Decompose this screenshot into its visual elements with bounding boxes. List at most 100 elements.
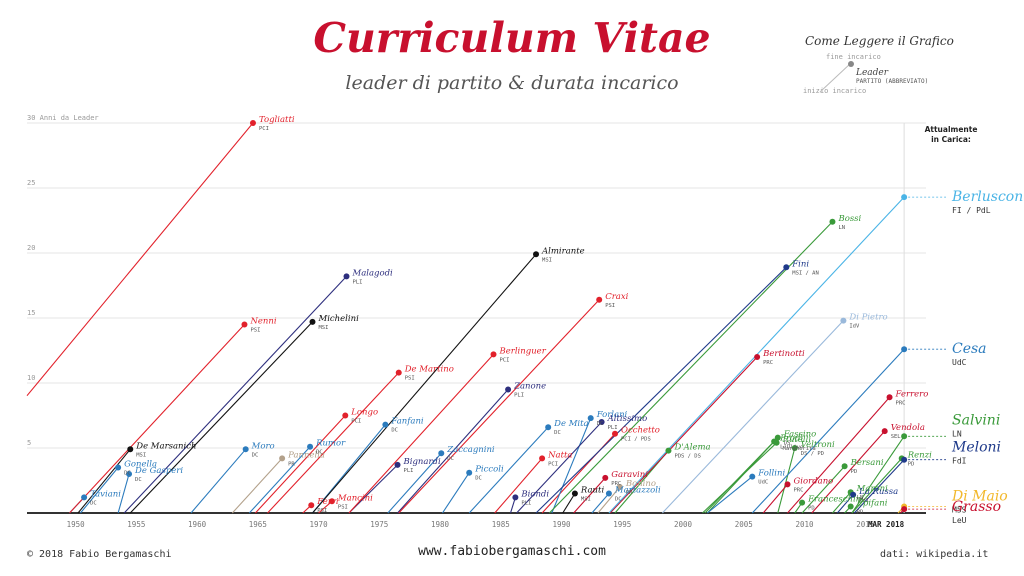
leader-name: Bignardi [403, 457, 441, 467]
leader-party: PSI [605, 303, 615, 309]
leader-party: PD [808, 506, 815, 512]
leader-party: PSI [405, 376, 415, 382]
chart-title: Curriculum Vitae [313, 14, 711, 62]
leader-line [442, 472, 470, 514]
leader-line [777, 447, 796, 514]
leader-dot[interactable] [328, 498, 335, 505]
leader-dot[interactable] [886, 394, 893, 401]
x-tick-label: 1955 [127, 520, 145, 529]
leader-dot[interactable] [773, 439, 780, 446]
leader-dot[interactable] [394, 461, 401, 468]
legend-graphic [819, 61, 854, 93]
leader-dot[interactable] [605, 490, 612, 497]
leader-dot[interactable] [783, 264, 790, 271]
leader-dot[interactable] [850, 491, 857, 498]
leader-dot[interactable] [81, 494, 88, 501]
leader-party: MSI [136, 452, 146, 458]
leader-party: DC [90, 500, 97, 506]
leader-line [80, 467, 119, 514]
leader-party: PR [626, 490, 633, 496]
leader-dot[interactable] [611, 430, 618, 437]
leader-dot[interactable] [343, 273, 350, 280]
leader-name: Bersani [850, 458, 884, 468]
legend-dot [848, 61, 854, 67]
leader-line [811, 430, 886, 514]
leader-dot[interactable] [901, 456, 908, 463]
leader-dot[interactable] [598, 419, 605, 425]
leader-line [348, 354, 494, 514]
legend-line [819, 62, 852, 93]
leader-dot[interactable] [533, 251, 540, 258]
leader-dots [81, 120, 908, 513]
leader-dot[interactable] [307, 443, 314, 450]
leader-dot[interactable] [571, 490, 578, 497]
leader-name: Zaccagnini [446, 445, 495, 455]
leader-dot[interactable] [249, 120, 256, 126]
leader-name: De Marsanich [135, 441, 196, 451]
leader-line [801, 465, 846, 514]
leader-dot[interactable] [829, 218, 836, 225]
leader-dot[interactable] [539, 455, 546, 462]
leader-dot[interactable] [774, 434, 781, 441]
leader-line [129, 321, 313, 514]
leader-dot[interactable] [342, 412, 349, 419]
leader-party: PSI [338, 504, 348, 510]
leader-dot[interactable] [512, 494, 519, 501]
leader-dot[interactable] [881, 428, 888, 435]
leader-dot[interactable] [587, 415, 594, 422]
leader-dot[interactable] [242, 446, 249, 453]
leader-party: LN [857, 495, 864, 501]
current-header-2: in Carica: [931, 135, 971, 144]
leader-dot[interactable] [466, 469, 473, 476]
current-leader-name: Di Maio [951, 489, 1008, 505]
leader-name: De Mita [553, 419, 588, 429]
leader-dot[interactable] [901, 346, 908, 353]
leader-dot[interactable] [309, 318, 316, 325]
leader-dot[interactable] [505, 386, 512, 393]
leader-dot[interactable] [382, 421, 389, 428]
leader-line [248, 446, 311, 514]
leader-dot[interactable] [841, 463, 848, 470]
leader-dot[interactable] [438, 450, 445, 457]
leader-dot[interactable] [596, 296, 603, 303]
leader-lines [26, 122, 905, 514]
leader-dot[interactable] [115, 464, 122, 471]
leader-party: DC [615, 497, 622, 503]
leader-party: PLI [353, 279, 363, 285]
current-leader-party: FdI [952, 457, 967, 466]
y-tick-label: 20 [27, 244, 35, 252]
leader-dot[interactable] [784, 481, 791, 488]
leader-dot[interactable] [126, 471, 133, 477]
leader-party: IdV [849, 324, 860, 330]
leader-dot[interactable] [602, 474, 609, 481]
leader-line [468, 426, 549, 514]
leader-dot[interactable] [490, 351, 497, 358]
leader-line [397, 389, 509, 514]
leader-dot[interactable] [395, 369, 402, 376]
leader-dot[interactable] [840, 317, 847, 324]
leader-dot[interactable] [847, 503, 854, 510]
leader-line [751, 348, 905, 514]
leader-dot[interactable] [616, 484, 623, 490]
leader-dot[interactable] [241, 321, 248, 328]
leader-dot[interactable] [308, 502, 315, 509]
leader-dot[interactable] [791, 445, 798, 451]
website-link[interactable]: www.fabiobergamaschi.com [418, 544, 606, 559]
leader-line [77, 448, 131, 514]
leader-dot[interactable] [901, 194, 908, 201]
leader-line [267, 372, 400, 514]
leader-dot[interactable] [127, 446, 134, 453]
leader-dot[interactable] [665, 447, 672, 454]
leader-name: Occhetto [621, 426, 660, 436]
leader-dot[interactable] [901, 433, 908, 440]
leader-dot[interactable] [901, 506, 908, 513]
x-tick-label: 2015 [856, 520, 874, 529]
leader-dot[interactable] [799, 499, 806, 506]
leader-name: Rumor [315, 439, 346, 449]
leader-dot[interactable] [279, 455, 286, 462]
leader-name: Veltroni [801, 440, 835, 450]
leader-dot[interactable] [749, 473, 756, 480]
leader-dot[interactable] [754, 354, 761, 360]
leader-dot[interactable] [545, 424, 552, 431]
